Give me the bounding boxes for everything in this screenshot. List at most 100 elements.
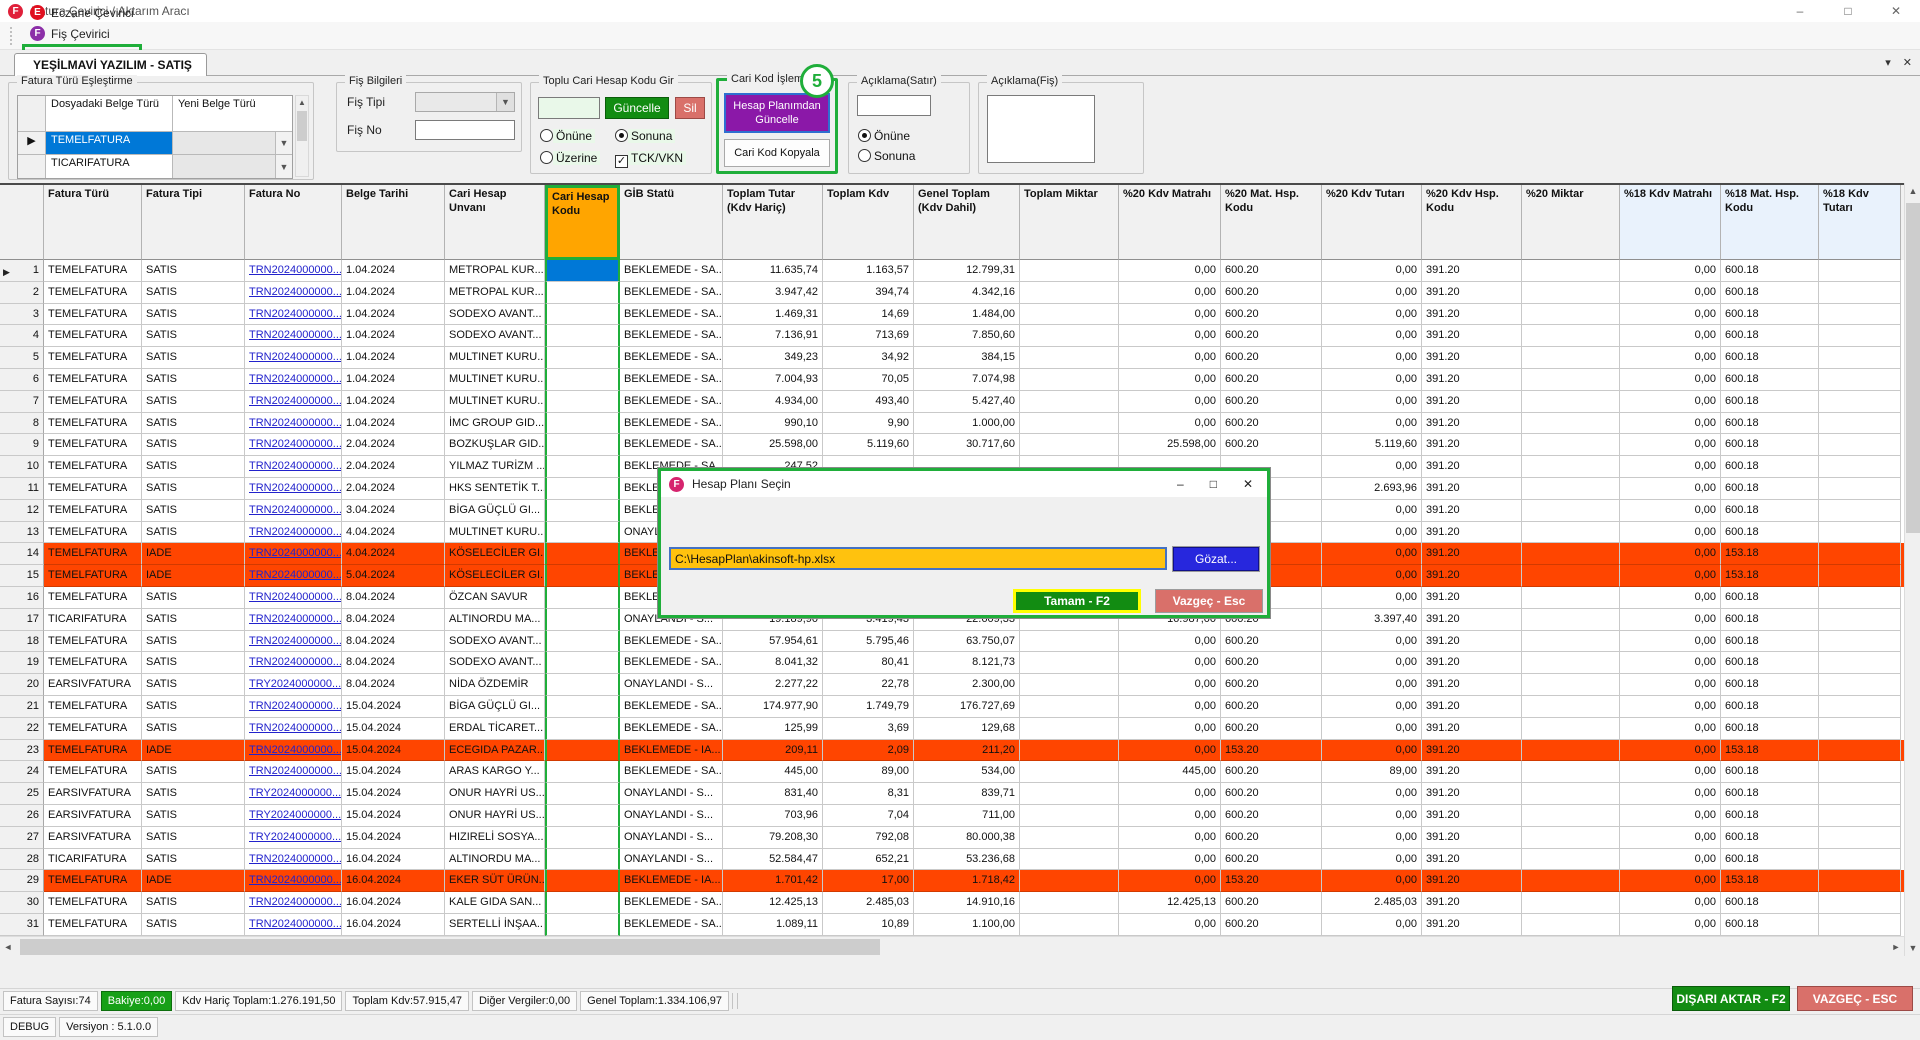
grid-cell[interactable]: 1.100,00: [914, 914, 1020, 936]
grid-cell[interactable]: IADE: [142, 870, 245, 892]
yeni-belge-turu-dropdown[interactable]: ▼: [173, 132, 292, 155]
grid-cell[interactable]: KÖSELECİLER GI...: [445, 543, 545, 565]
grid-cell[interactable]: 0,00: [1322, 565, 1422, 587]
grid-cell[interactable]: 8,31: [823, 783, 914, 805]
grid-cell[interactable]: 2.04.2024: [342, 434, 445, 456]
yeni-belge-turu-dropdown[interactable]: ▼: [173, 155, 292, 178]
grid-cell[interactable]: [545, 740, 620, 762]
grid-cell[interactable]: [1819, 304, 1901, 326]
grid-cell[interactable]: BEKLEMEDE - SA...: [620, 892, 723, 914]
grid-cell[interactable]: ECEGIDA PAZAR...: [445, 740, 545, 762]
grid-cell[interactable]: 16.04.2024: [342, 892, 445, 914]
grid-cell[interactable]: TRN2024000000...: [245, 718, 342, 740]
grid-cell[interactable]: 0,00: [1322, 543, 1422, 565]
grid-cell[interactable]: 0,00: [1620, 500, 1721, 522]
grid-cell[interactable]: SATIS: [142, 827, 245, 849]
grid-cell[interactable]: [545, 456, 620, 478]
cari-kod-kopyala-button[interactable]: Cari Kod Kopyala: [724, 139, 830, 167]
fatura-no-link[interactable]: TRN2024000000...: [249, 853, 342, 865]
grid-cell[interactable]: [1819, 761, 1901, 783]
fatura-no-link[interactable]: TRN2024000000...: [249, 482, 342, 494]
grid-cell[interactable]: 391.20: [1422, 304, 1522, 326]
grid-cell[interactable]: [1819, 609, 1901, 631]
grid-cell[interactable]: 1.04.2024: [342, 304, 445, 326]
grid-cell[interactable]: TRN2024000000...: [245, 522, 342, 544]
grid-cell[interactable]: 600.20: [1221, 391, 1322, 413]
grid-cell[interactable]: 391.20: [1422, 369, 1522, 391]
fatura-no-link[interactable]: TRN2024000000...: [249, 417, 342, 429]
grid-cell[interactable]: 0,00: [1322, 347, 1422, 369]
grid-cell[interactable]: TEMELFATURA: [44, 761, 142, 783]
grid-header-cari-hesap-kodu[interactable]: Cari Hesap Kodu: [545, 185, 620, 260]
grid-cell[interactable]: BEKLEMEDE - SA...: [620, 413, 723, 435]
dialog-maximize-icon[interactable]: □: [1210, 477, 1217, 491]
grid-cell[interactable]: 0,00: [1620, 260, 1721, 282]
grid-header-%20-kdv-tutarı[interactable]: %20 Kdv Tutarı: [1322, 185, 1422, 260]
scrollbar-thumb[interactable]: [297, 111, 307, 141]
grid-cell[interactable]: 0,00: [1620, 456, 1721, 478]
grid-cell[interactable]: [1522, 478, 1620, 500]
grid-cell[interactable]: SATIS: [142, 325, 245, 347]
grid-cell[interactable]: 713,69: [823, 325, 914, 347]
grid-cell[interactable]: 0,00: [1322, 587, 1422, 609]
grid-cell[interactable]: 1.000,00: [914, 413, 1020, 435]
grid-cell[interactable]: 391.20: [1422, 761, 1522, 783]
grid-cell[interactable]: [545, 587, 620, 609]
mapping-cell-dosyadaki[interactable]: TICARIFATURA: [46, 155, 173, 178]
grid-cell[interactable]: [1522, 522, 1620, 544]
grid-cell[interactable]: SATIS: [142, 914, 245, 936]
grid-cell[interactable]: SATIS: [142, 347, 245, 369]
dialog-minimize-icon[interactable]: –: [1177, 477, 1184, 491]
scroll-up-icon[interactable]: ▲: [1905, 183, 1920, 199]
grid-cell[interactable]: [545, 870, 620, 892]
grid-cell[interactable]: 384,15: [914, 347, 1020, 369]
grid-cell[interactable]: 0,00: [1620, 696, 1721, 718]
grid-cell[interactable]: 1.089,11: [723, 914, 823, 936]
grid-cell[interactable]: 391.20: [1422, 740, 1522, 762]
grid-cell[interactable]: TRN2024000000...: [245, 892, 342, 914]
grid-cell[interactable]: TRN2024000000...: [245, 565, 342, 587]
grid-cell[interactable]: 0,00: [1322, 456, 1422, 478]
grid-cell[interactable]: 0,00: [1620, 805, 1721, 827]
grid-cell[interactable]: TEMELFATURA: [44, 369, 142, 391]
radio-sonuna[interactable]: Sonuna: [615, 127, 675, 145]
grid-cell[interactable]: 600.18: [1721, 369, 1819, 391]
grid-cell[interactable]: [1819, 827, 1901, 849]
maximize-icon[interactable]: □: [1824, 0, 1872, 22]
grid-cell[interactable]: 5.795,46: [823, 631, 914, 653]
grid-header-%20-kdv-matrahı[interactable]: %20 Kdv Matrahı: [1119, 185, 1221, 260]
grid-cell[interactable]: 600.18: [1721, 522, 1819, 544]
grid-cell[interactable]: [1522, 391, 1620, 413]
grid-cell[interactable]: [545, 652, 620, 674]
grid-cell[interactable]: [1819, 870, 1901, 892]
grid-cell[interactable]: BEKLEMEDE - SA...: [620, 652, 723, 674]
grid-cell[interactable]: 1.04.2024: [342, 413, 445, 435]
grid-header-toplam-tutar-kdv-hariç-[interactable]: Toplam Tutar (Kdv Hariç): [723, 185, 823, 260]
grid-cell[interactable]: TRN2024000000...: [245, 478, 342, 500]
grid-cell[interactable]: TRN2024000000...: [245, 282, 342, 304]
row-number-cell[interactable]: 16: [0, 587, 44, 609]
grid-cell[interactable]: [545, 369, 620, 391]
fatura-no-link[interactable]: TRN2024000000...: [249, 504, 342, 516]
fatura-no-link[interactable]: TRN2024000000...: [249, 700, 342, 712]
grid-cell[interactable]: 0,00: [1620, 827, 1721, 849]
grid-cell[interactable]: 792,08: [823, 827, 914, 849]
grid-cell[interactable]: BEKLEMEDE - SA...: [620, 696, 723, 718]
grid-cell[interactable]: 3.04.2024: [342, 500, 445, 522]
grid-cell[interactable]: 391.20: [1422, 631, 1522, 653]
grid-cell[interactable]: 0,00: [1322, 260, 1422, 282]
grid-cell[interactable]: 52.584,47: [723, 849, 823, 871]
mapping-cell-dosyadaki[interactable]: TEMELFATURA: [46, 132, 173, 155]
grid-cell[interactable]: [1819, 914, 1901, 936]
row-number-cell[interactable]: 23: [0, 740, 44, 762]
grid-header-%18-kdv-tutarı[interactable]: %18 Kdv Tutarı: [1819, 185, 1901, 260]
grid-cell[interactable]: [1522, 500, 1620, 522]
grid-cell[interactable]: 0,00: [1620, 325, 1721, 347]
grid-cell[interactable]: 1.701,42: [723, 870, 823, 892]
grid-cell[interactable]: SATIS: [142, 587, 245, 609]
grid-cell[interactable]: 4.934,00: [723, 391, 823, 413]
grid-cell[interactable]: TEMELFATURA: [44, 347, 142, 369]
grid-cell[interactable]: 600.20: [1221, 783, 1322, 805]
row-number-cell[interactable]: 17: [0, 609, 44, 631]
grid-cell[interactable]: [1522, 870, 1620, 892]
